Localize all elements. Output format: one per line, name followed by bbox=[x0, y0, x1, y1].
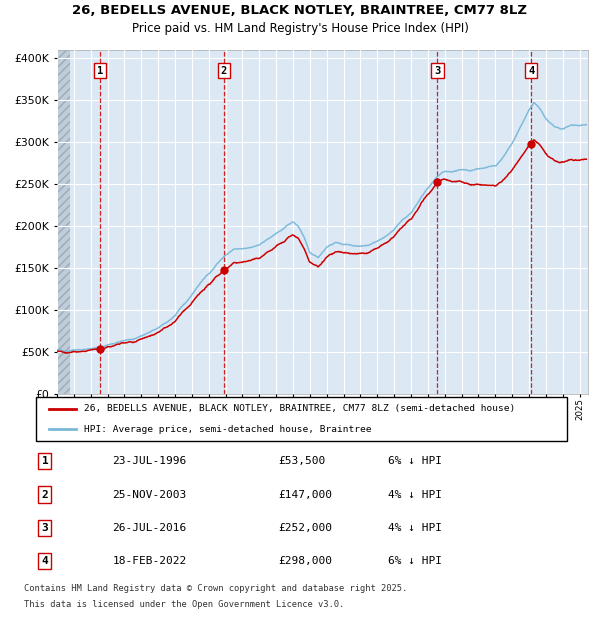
Bar bbox=[57, 50, 70, 394]
Text: 3: 3 bbox=[434, 66, 440, 76]
Text: Contains HM Land Registry data © Crown copyright and database right 2025.: Contains HM Land Registry data © Crown c… bbox=[24, 584, 407, 593]
FancyBboxPatch shape bbox=[36, 397, 567, 441]
Text: £252,000: £252,000 bbox=[278, 523, 332, 533]
Text: 2: 2 bbox=[221, 66, 227, 76]
Text: 1: 1 bbox=[97, 66, 103, 76]
Text: £53,500: £53,500 bbox=[278, 456, 325, 466]
Text: 26, BEDELLS AVENUE, BLACK NOTLEY, BRAINTREE, CM77 8LZ (semi-detached house): 26, BEDELLS AVENUE, BLACK NOTLEY, BRAINT… bbox=[84, 404, 515, 414]
Text: £298,000: £298,000 bbox=[278, 556, 332, 566]
Text: 23-JUL-1996: 23-JUL-1996 bbox=[112, 456, 187, 466]
Text: 3: 3 bbox=[41, 523, 49, 533]
Text: 4% ↓ HPI: 4% ↓ HPI bbox=[388, 523, 442, 533]
Text: 2: 2 bbox=[41, 490, 49, 500]
Text: Price paid vs. HM Land Registry's House Price Index (HPI): Price paid vs. HM Land Registry's House … bbox=[131, 22, 469, 35]
Text: 25-NOV-2003: 25-NOV-2003 bbox=[112, 490, 187, 500]
Text: 1: 1 bbox=[41, 456, 49, 466]
Text: This data is licensed under the Open Government Licence v3.0.: This data is licensed under the Open Gov… bbox=[24, 600, 344, 609]
Text: £147,000: £147,000 bbox=[278, 490, 332, 500]
Text: 26-JUL-2016: 26-JUL-2016 bbox=[112, 523, 187, 533]
Text: 26, BEDELLS AVENUE, BLACK NOTLEY, BRAINTREE, CM77 8LZ: 26, BEDELLS AVENUE, BLACK NOTLEY, BRAINT… bbox=[73, 4, 527, 17]
Text: 4: 4 bbox=[528, 66, 535, 76]
Text: 4: 4 bbox=[41, 556, 49, 566]
Text: 6% ↓ HPI: 6% ↓ HPI bbox=[388, 456, 442, 466]
Text: 6% ↓ HPI: 6% ↓ HPI bbox=[388, 556, 442, 566]
Text: HPI: Average price, semi-detached house, Braintree: HPI: Average price, semi-detached house,… bbox=[84, 425, 371, 434]
Text: 18-FEB-2022: 18-FEB-2022 bbox=[112, 556, 187, 566]
Text: 4% ↓ HPI: 4% ↓ HPI bbox=[388, 490, 442, 500]
